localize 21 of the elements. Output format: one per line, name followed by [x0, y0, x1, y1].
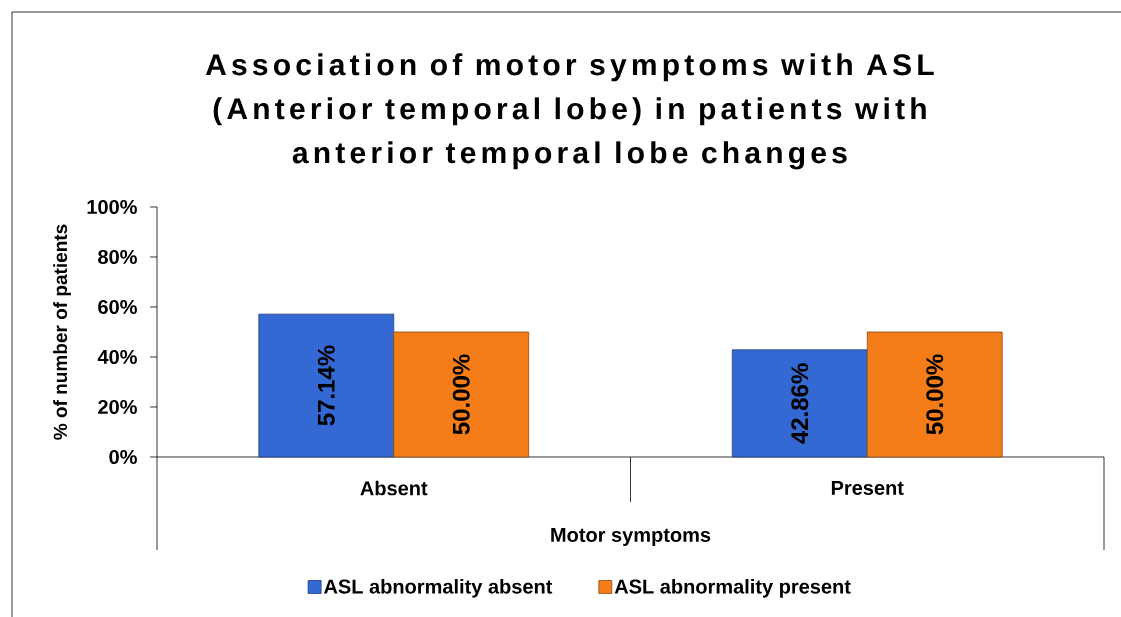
- y-tick-label: 40%: [97, 349, 137, 365]
- data-label: 57.14%: [317, 345, 335, 426]
- y-tick-label: 60%: [98, 299, 137, 315]
- data-label: 50.00%: [926, 354, 944, 435]
- x-tick-label: Present: [831, 481, 904, 495]
- bar: [258, 313, 395, 458]
- legend-label: ASL abnormality present: [614, 578, 851, 598]
- x-tick-label: Absent: [360, 480, 428, 496]
- bar: [731, 349, 868, 458]
- y-tick-label: 100%: [87, 199, 137, 215]
- x-axis-title: Motor symptoms: [551, 528, 711, 546]
- y-axis-title: % of number of patients: [53, 224, 71, 440]
- bar: [393, 331, 530, 458]
- data-label: 42.86%: [791, 363, 809, 444]
- y-tick-label: 80%: [98, 249, 137, 265]
- legend-label: ASL abnormality absent: [323, 578, 553, 598]
- chart-title: Association of motor symptoms with ASL (Anterior temporal lobe) in patients with anterior temporal lobe changes: [205, 53, 934, 170]
- data-label: 50.00%: [452, 354, 470, 435]
- y-tick-label: 20%: [98, 399, 137, 415]
- y-tick-label: 0%: [109, 449, 137, 465]
- bar: [866, 331, 1003, 458]
